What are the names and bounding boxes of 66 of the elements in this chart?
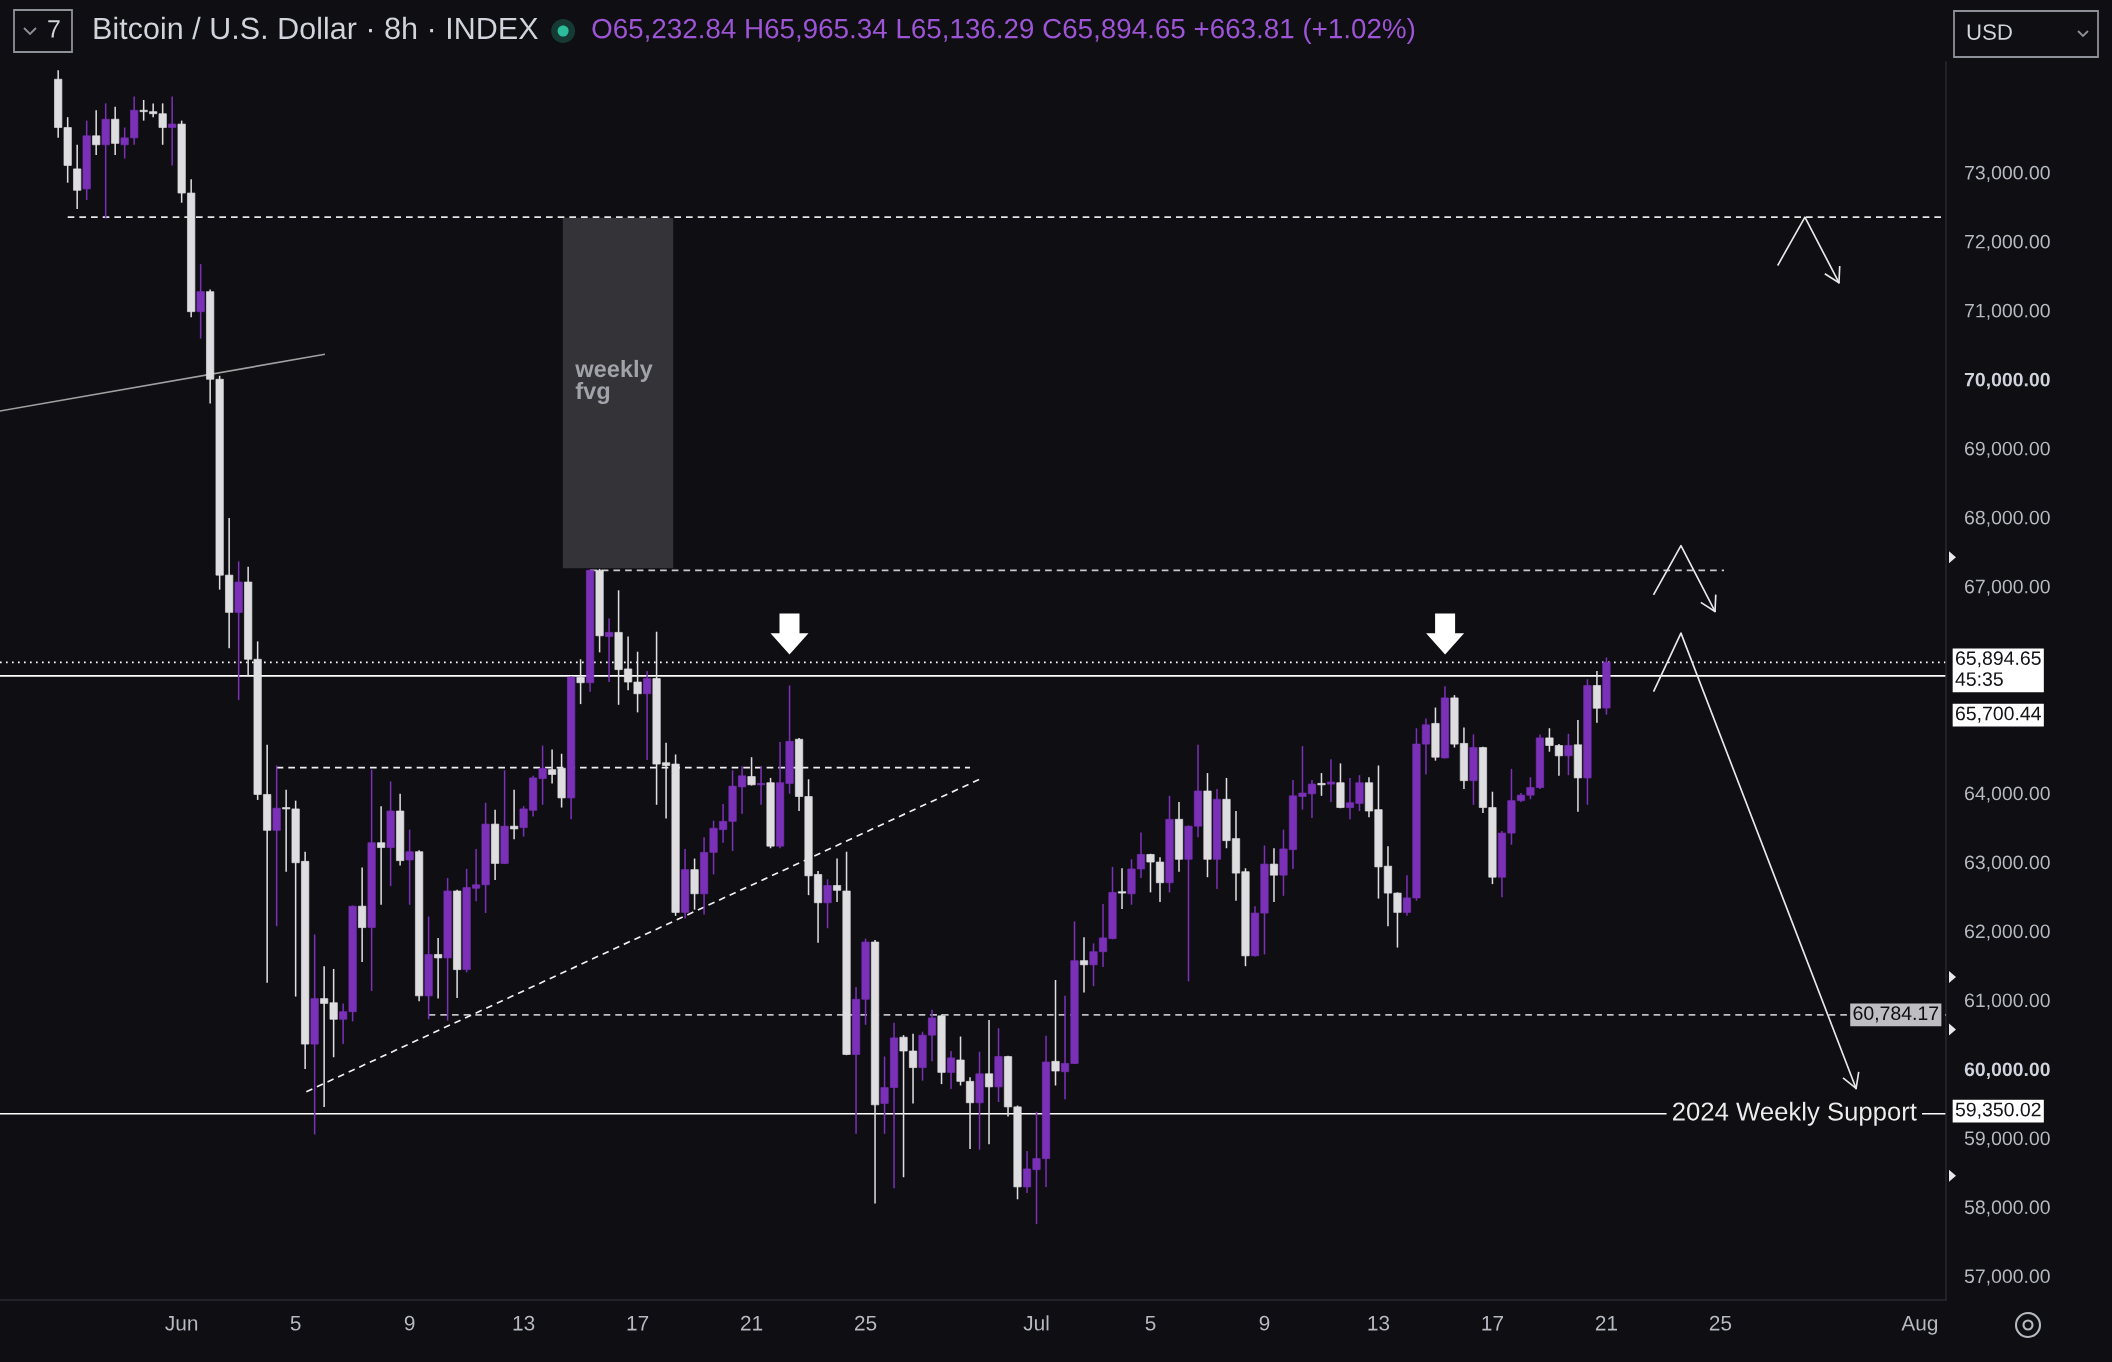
candlestick xyxy=(272,764,281,927)
y-tick-label: 69,000.00 xyxy=(1965,441,2050,458)
text: 7 xyxy=(48,20,60,38)
candlestick xyxy=(1326,758,1336,803)
y-tick-label: 73,000.00 xyxy=(1965,165,2050,182)
y-tick-label: 68,000.00 xyxy=(1965,510,2050,527)
x-tick-label: 25 xyxy=(1709,1315,1732,1331)
candlestick xyxy=(605,617,614,683)
ref-line-label: 65,894.65 45:35 xyxy=(1955,651,2041,686)
candlestick xyxy=(576,658,585,705)
y-tick-label: 67,000.00 xyxy=(1965,579,2050,596)
x-tick-label: 9 xyxy=(1259,1315,1270,1331)
x-tick-label: 25 xyxy=(855,1315,877,1331)
x-tick-label: 5 xyxy=(290,1316,301,1331)
candlestick xyxy=(1117,867,1127,910)
legend-label: 65,700.44 xyxy=(1955,706,2041,723)
annotation: weekly fvg xyxy=(575,359,653,404)
y-tick-label: 61,000.00 xyxy=(1965,993,2050,1010)
y-tick-label: 72,000.00 xyxy=(1965,234,2050,251)
candlestick xyxy=(73,143,82,210)
candlestick xyxy=(405,828,414,906)
candlestick xyxy=(747,756,756,787)
candlestick xyxy=(92,109,101,156)
candlestick xyxy=(434,937,443,1000)
candlestick xyxy=(1269,847,1279,903)
x-tick-label: 13 xyxy=(1368,1315,1390,1331)
y-tick-label: 62,000.00 xyxy=(1965,924,2050,941)
candlestick xyxy=(823,878,832,930)
candlestick xyxy=(196,263,205,340)
candlestick xyxy=(643,670,652,761)
x-tick-label: Jul xyxy=(1023,1315,1049,1331)
x-tick-label: Aug xyxy=(1901,1316,1938,1335)
y-tick-label: 70,000.00 xyxy=(1964,372,2050,390)
candlestick xyxy=(1051,979,1060,1087)
y-tick-label: 64,000.00 xyxy=(1965,786,2050,803)
annotation: 2024 Weekly Support xyxy=(1673,1101,1917,1126)
x-tick-label: 5 xyxy=(1145,1316,1156,1331)
x-tick-label: Jun xyxy=(165,1316,198,1331)
candlestick xyxy=(946,1050,956,1090)
x-tick-label: 13 xyxy=(513,1315,535,1331)
y-tick-label: 58,000.00 xyxy=(1964,1200,2050,1217)
y-tick-label: 60,000.00 xyxy=(1964,1062,2050,1080)
y-tick-label: 59,000.00 xyxy=(1964,1131,2050,1148)
candlestick xyxy=(757,765,766,806)
candlestick xyxy=(168,95,177,167)
x-tick-label: 17 xyxy=(1482,1316,1503,1331)
candlestick xyxy=(1079,936,1089,994)
y-tick-label: 57,000.00 xyxy=(1964,1269,2050,1286)
candlestick xyxy=(1317,772,1326,797)
candlestick xyxy=(510,788,519,841)
candlestick xyxy=(358,866,367,963)
x-tick-label: 21 xyxy=(741,1315,763,1331)
candlestick xyxy=(377,805,386,906)
y-tick-label: 71,000.00 xyxy=(1965,303,2050,320)
chart-subtitle: O65,232.84 H65,965.34 L65,136.29 C65,894.65 +663.81 (+1.02%) xyxy=(592,18,1415,44)
y-tick-label: 63,000.00 xyxy=(1965,855,2050,872)
x-tick-label: 17 xyxy=(627,1316,649,1331)
chart-title: Bitcoin / U.S. Dollar · 8h · INDEX xyxy=(94,16,538,40)
data-label: 60,784.17 xyxy=(1853,1006,1939,1023)
candlestick xyxy=(984,1019,994,1145)
candlestick xyxy=(1564,732,1573,776)
ref-line-label: 59,350.02 xyxy=(1955,1102,2041,1119)
candlestick xyxy=(1592,670,1601,724)
x-tick-label: 9 xyxy=(404,1315,415,1331)
x-tick-label: 21 xyxy=(1595,1315,1617,1331)
y-axis-title: USD xyxy=(1967,24,2012,40)
